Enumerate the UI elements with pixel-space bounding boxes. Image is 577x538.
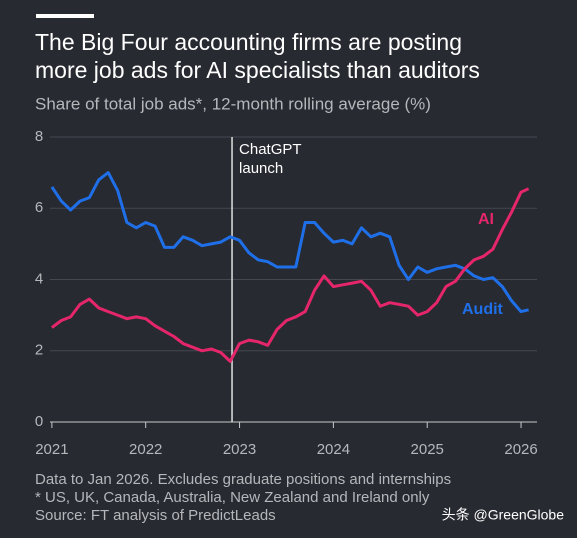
y-tick-label: 0 xyxy=(35,413,43,430)
annotation-label: launch xyxy=(239,160,283,177)
note: Data to Jan 2026. Excludes graduate posi… xyxy=(35,471,451,488)
legend-label: AI xyxy=(478,211,494,228)
x-tick-label: 2021 xyxy=(35,441,68,458)
chart-title: The Big Four accounting firms are postin… xyxy=(35,29,462,55)
y-tick-label: 4 xyxy=(35,270,43,287)
source: Source: FT analysis of PredictLeads xyxy=(35,507,276,524)
chart-title: more job ads for AI specialists than aud… xyxy=(35,57,480,83)
x-tick-label: 2026 xyxy=(504,441,537,458)
y-tick-label: 6 xyxy=(35,199,43,216)
annotation-label: ChatGPT xyxy=(239,141,302,158)
watermark: 头条 @GreenGlobe xyxy=(442,507,565,523)
x-tick-label: 2023 xyxy=(223,441,256,458)
x-tick-label: 2024 xyxy=(317,441,350,458)
series-line xyxy=(50,171,529,314)
chart-subtitle: Share of total job ads*, 12-month rollin… xyxy=(35,94,431,113)
series-line xyxy=(50,187,530,363)
x-tick-label: 2022 xyxy=(129,441,162,458)
y-tick-label: 8 xyxy=(35,128,43,145)
legend-label: Audit xyxy=(462,301,504,318)
y-tick-label: 2 xyxy=(35,342,43,359)
x-tick-label: 2025 xyxy=(411,441,444,458)
header-bar xyxy=(36,14,94,18)
note: * US, UK, Canada, Australia, New Zealand… xyxy=(35,489,430,506)
